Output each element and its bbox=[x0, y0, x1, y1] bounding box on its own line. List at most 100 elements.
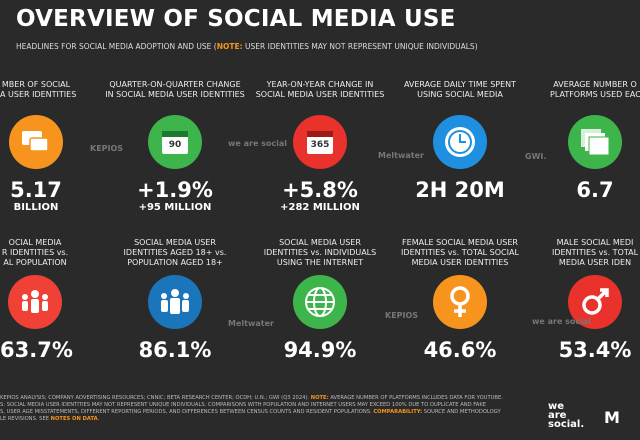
card-label: SOCIAL MEDIA USER bbox=[279, 238, 361, 247]
card-label: IN SOCIAL MEDIA USER IDENTITIES bbox=[105, 90, 245, 99]
card-label: POPULATION AGED 18+ bbox=[127, 258, 223, 267]
stat-card: QUARTER-ON-QUARTER CHANGE IN SOCIAL MEDIA… bbox=[105, 80, 245, 213]
card-icon bbox=[432, 274, 488, 330]
card-label: R IDENTITIES vs. bbox=[1, 248, 69, 257]
icon-text: 90 bbox=[168, 140, 182, 150]
card-label: SOCIAL MEDIA USER IDENTITIES bbox=[255, 90, 385, 99]
card-value: 2H 20M bbox=[415, 178, 505, 202]
card-label: IDENTITIES AGED 18+ vs. bbox=[123, 248, 227, 257]
card-label: MEDIA USER IDENTITIES bbox=[411, 258, 509, 267]
footer-text: NOTES ON DATA bbox=[50, 416, 98, 422]
card-label: IDENTITIES vs. INDIVIDUALS bbox=[263, 248, 377, 257]
footer-line: S, USER AGE MISSTATEMENTS, DIFFERENT REP… bbox=[0, 409, 520, 416]
card-icon: 90 bbox=[147, 114, 203, 170]
footer-text: NOTE: bbox=[310, 395, 329, 401]
card-sub: +282 MILLION bbox=[280, 202, 360, 213]
icon bbox=[568, 275, 622, 329]
card-label: SOCIAL MEDIA USER bbox=[134, 238, 216, 247]
card-label: AVERAGE DAILY TIME SPENT bbox=[403, 80, 517, 89]
icon-text: 365 bbox=[310, 140, 330, 150]
card-label: PLATFORMS USED EAC bbox=[550, 90, 640, 99]
footer-text: SOURCE AND METHODOLOGY bbox=[422, 409, 501, 415]
stat-card: MALE SOCIAL MEDI IDENTITIES vs. TOTAL MEDI… bbox=[550, 238, 640, 362]
title: OVERVIEW OF SOCIAL MEDIA USE bbox=[16, 6, 456, 32]
card-label: AVERAGE NUMBER O bbox=[553, 80, 637, 89]
icon bbox=[293, 115, 347, 169]
watermark: we are social bbox=[532, 317, 592, 326]
card-value: 53.4% bbox=[558, 338, 632, 362]
subtitle-note: NOTE: bbox=[216, 42, 243, 51]
watermark: KEPIOS bbox=[90, 144, 124, 153]
icon bbox=[433, 115, 487, 169]
card-value: 63.7% bbox=[0, 338, 73, 362]
watermark: KEPIOS bbox=[385, 311, 419, 320]
card-value: 46.6% bbox=[423, 338, 497, 362]
watermark: Meltwater bbox=[228, 319, 274, 328]
stat-card: SOCIAL MEDIA USER IDENTITIES AGED 18+ vs.… bbox=[105, 238, 245, 362]
card-label: IDENTITIES vs. TOTAL bbox=[551, 248, 639, 257]
footer-text: KEPIOS ANALYSIS; COMPANY ADVERTISING RES… bbox=[0, 395, 311, 401]
stat-card: SOCIAL MEDIA USER IDENTITIES vs. INDIVIDU… bbox=[250, 238, 390, 362]
brand-word: social. bbox=[548, 419, 585, 430]
card-label: MALE SOCIAL MEDI bbox=[556, 238, 634, 247]
card-icon bbox=[292, 274, 348, 330]
card-label: A USER IDENTITIES bbox=[0, 90, 77, 99]
card-value: +1.9% bbox=[137, 178, 213, 202]
partner-logo: M bbox=[604, 408, 620, 427]
footer-text: AVERAGE NUMBER OF PLATFORMS INCLUDES DAT… bbox=[328, 395, 503, 401]
stat-card: MBER OF SOCIAL A USER IDENTITIES 5.17 BILLI… bbox=[0, 80, 77, 213]
footer-line: LE REVISIONS. SEE NOTES ON DATA. bbox=[0, 416, 520, 423]
card-icon: 365 bbox=[292, 114, 348, 170]
watermark: Meltwater bbox=[378, 151, 424, 160]
icon-circle bbox=[433, 275, 487, 329]
card-sub: BILLION bbox=[13, 202, 59, 213]
stat-card: YEAR-ON-YEAR CHANGE IN SOCIAL MEDIA USER … bbox=[250, 80, 390, 213]
footer-text: LE REVISIONS. SEE bbox=[0, 416, 51, 422]
card-value: 94.9% bbox=[283, 338, 357, 362]
card-label: FEMALE SOCIAL MEDIA USER bbox=[402, 238, 518, 247]
card-value: +5.8% bbox=[282, 178, 358, 202]
icon bbox=[8, 275, 62, 329]
icon bbox=[148, 275, 202, 329]
card-icon bbox=[147, 274, 203, 330]
footer-line: S: SOCIAL MEDIA USER IDENTITIES MAY NOT … bbox=[0, 402, 520, 409]
card-label: USING THE INTERNET bbox=[276, 258, 364, 267]
watermark: we are social bbox=[228, 139, 288, 148]
icon bbox=[433, 275, 487, 329]
card-label: MEDIA USER IDEN bbox=[558, 258, 632, 267]
stat-card: OCIAL MEDIA R IDENTITIES vs. AL POPULATION… bbox=[0, 238, 73, 362]
card-value: 5.17 bbox=[10, 178, 62, 202]
brand-word: are bbox=[548, 410, 567, 421]
card-label: YEAR-ON-YEAR CHANGE IN bbox=[266, 80, 374, 89]
brand-word: we bbox=[548, 401, 565, 412]
card-icon bbox=[8, 114, 64, 170]
stat-card: FEMALE SOCIAL MEDIA USER IDENTITIES vs. T… bbox=[390, 238, 530, 362]
card-sub: +95 MILLION bbox=[138, 202, 212, 213]
subtitle-text: HEADLINES FOR SOCIAL MEDIA ADOPTION AND … bbox=[16, 42, 217, 51]
footer-text: . bbox=[97, 416, 100, 422]
brand-logo: we are social. bbox=[548, 401, 585, 430]
card-label: USING SOCIAL MEDIA bbox=[417, 90, 503, 99]
card-label: MBER OF SOCIAL bbox=[1, 80, 71, 89]
stat-card: AVERAGE NUMBER O PLATFORMS USED EAC 6.7 bbox=[550, 80, 640, 202]
footer-text: S: SOCIAL MEDIA USER IDENTITIES MAY NOT … bbox=[0, 402, 487, 408]
watermark: GWI. bbox=[525, 152, 547, 161]
card-label: QUARTER-ON-QUARTER CHANGE bbox=[109, 80, 241, 89]
icon bbox=[9, 115, 63, 169]
footer-line: KEPIOS ANALYSIS; COMPANY ADVERTISING RES… bbox=[0, 395, 520, 402]
icon bbox=[293, 275, 347, 329]
card-label: AL POPULATION bbox=[3, 258, 67, 267]
subtitle: HEADLINES FOR SOCIAL MEDIA ADOPTION AND … bbox=[16, 42, 478, 51]
footer-text: S, USER AGE MISSTATEMENTS, DIFFERENT REP… bbox=[0, 409, 374, 415]
card-icon bbox=[567, 114, 623, 170]
footer-text: COMPARABILITY: bbox=[373, 409, 423, 415]
card-icon bbox=[7, 274, 63, 330]
subtitle-rest: USER IDENTITIES MAY NOT REPRESENT UNIQUE… bbox=[242, 42, 478, 51]
icon bbox=[568, 115, 622, 169]
card-label: IDENTITIES vs. TOTAL SOCIAL bbox=[401, 248, 519, 257]
footer: KEPIOS ANALYSIS; COMPANY ADVERTISING RES… bbox=[0, 395, 520, 423]
card-label: OCIAL MEDIA bbox=[8, 238, 62, 247]
card-icon bbox=[567, 274, 623, 330]
stat-card: AVERAGE DAILY TIME SPENT USING SOCIAL MED… bbox=[390, 80, 530, 202]
